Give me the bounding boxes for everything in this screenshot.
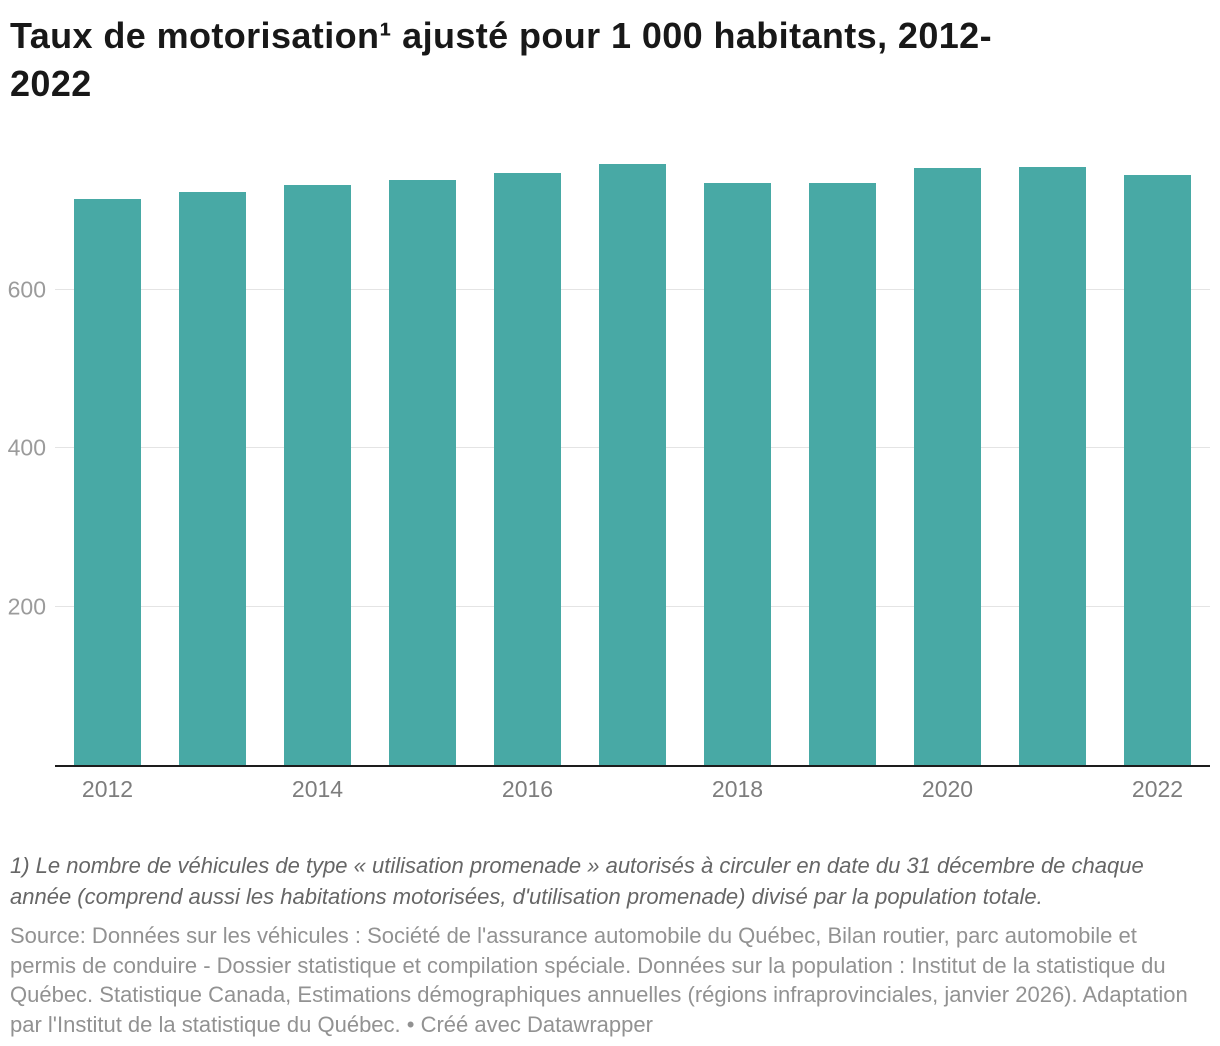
bar-2021[interactable] bbox=[1019, 166, 1086, 766]
bar-2013[interactable] bbox=[179, 192, 246, 766]
chart-container: Taux de motorisation¹ ajusté pour 1 000 … bbox=[0, 12, 1220, 1040]
bar-slot-2018 bbox=[685, 147, 790, 766]
x-tick-label-2012: 2012 bbox=[81, 776, 134, 803]
bar-slot-2012 bbox=[55, 147, 160, 766]
x-axis-tick-labels: 2012 2014 2016 2018 2020 2022 bbox=[55, 767, 1210, 807]
bar-2012[interactable] bbox=[74, 198, 141, 766]
bar-2014[interactable] bbox=[284, 185, 351, 766]
bar-slot-2020 bbox=[895, 147, 1000, 766]
plot-area: 200 400 600 bbox=[8, 147, 1210, 768]
x-tick-label-2020: 2020 bbox=[921, 776, 974, 803]
x-tick-label-2018: 2018 bbox=[711, 776, 764, 803]
bar-2020[interactable] bbox=[914, 167, 981, 766]
bars-group bbox=[55, 147, 1210, 766]
chart-title: Taux de motorisation¹ ajusté pour 1 000 … bbox=[10, 15, 992, 104]
bar-2022[interactable] bbox=[1124, 174, 1191, 766]
bar-slot-2017 bbox=[580, 147, 685, 766]
footnote: 1) Le nombre de véhicules de type « util… bbox=[10, 853, 1144, 909]
bar-2015[interactable] bbox=[389, 180, 456, 766]
bar-2017[interactable] bbox=[599, 164, 666, 766]
bar-slot-2015 bbox=[370, 147, 475, 766]
bar-slot-2013 bbox=[160, 147, 265, 766]
x-tick-label-2022: 2022 bbox=[1131, 776, 1184, 803]
bar-2019[interactable] bbox=[809, 182, 876, 766]
y-tick-label-600: 600 bbox=[7, 276, 46, 303]
bar-2016[interactable] bbox=[494, 173, 561, 766]
y-tick-label-200: 200 bbox=[7, 593, 46, 620]
bar-slot-2014 bbox=[265, 147, 370, 766]
bar-chart: 200 400 600 2012 2014 2016 2018 2020 2022 bbox=[8, 147, 1210, 807]
bar-slot-2022 bbox=[1105, 147, 1210, 766]
bar-2018[interactable] bbox=[704, 182, 771, 766]
bar-slot-2019 bbox=[790, 147, 895, 766]
y-tick-label-400: 400 bbox=[7, 434, 46, 461]
x-tick-label-2014: 2014 bbox=[291, 776, 344, 803]
bar-slot-2016 bbox=[475, 147, 580, 766]
source-line: Source: Données sur les véhicules : Soci… bbox=[10, 922, 1188, 1038]
x-tick-label-2016: 2016 bbox=[501, 776, 554, 803]
bar-slot-2021 bbox=[1000, 147, 1105, 766]
